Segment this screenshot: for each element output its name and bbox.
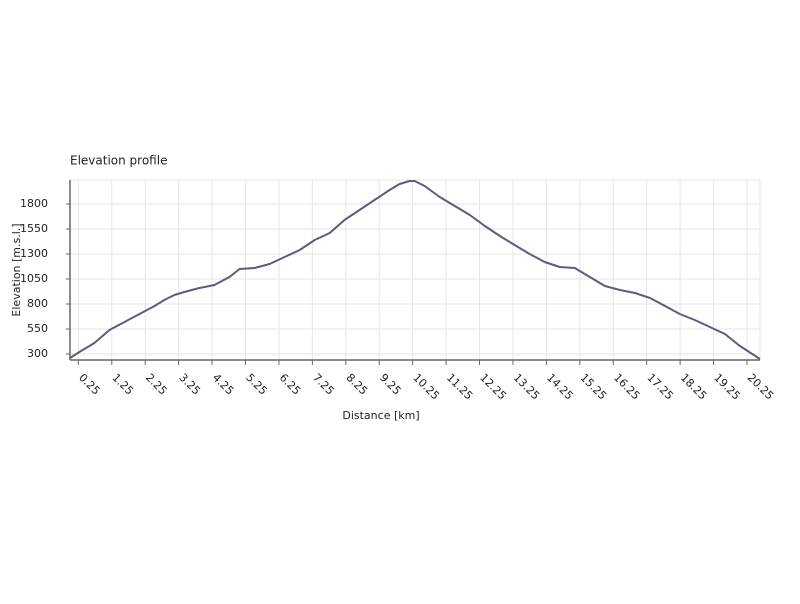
x-tick-label: 9.25 xyxy=(377,371,404,398)
x-tick-label: 1.25 xyxy=(110,371,137,398)
y-axis-label: Elevation [m.s.l.] xyxy=(10,223,23,316)
x-tick-label: 2.25 xyxy=(143,371,170,398)
x-tick-label: 6.25 xyxy=(277,371,304,398)
x-tick-label: 10.25 xyxy=(410,371,441,402)
x-tick-label: 16.25 xyxy=(611,371,642,402)
x-tick-label: 5.25 xyxy=(243,371,270,398)
x-tick-label: 13.25 xyxy=(511,371,542,402)
y-tick-label: 1300 xyxy=(20,247,48,260)
plot-area xyxy=(69,179,761,361)
x-tick-label: 8.25 xyxy=(344,371,371,398)
x-tick-label: 15.25 xyxy=(578,371,609,402)
x-tick-label: 20.25 xyxy=(745,371,776,402)
y-tick-label: 800 xyxy=(27,297,48,310)
y-tick-label: 1550 xyxy=(20,222,48,235)
y-tick-label: 1050 xyxy=(20,272,48,285)
x-tick-label: 14.25 xyxy=(544,371,575,402)
chart-title: Elevation profile xyxy=(70,154,167,168)
x-tick-label: 4.25 xyxy=(210,371,237,398)
y-tick-label: 1800 xyxy=(20,197,48,210)
y-tick-label: 550 xyxy=(27,322,48,335)
x-tick-label: 11.25 xyxy=(444,371,475,402)
x-tick-label: 0.25 xyxy=(76,371,103,398)
x-tick-label: 17.25 xyxy=(644,371,675,402)
x-axis-label: Distance [km] xyxy=(342,409,419,422)
x-tick-label: 19.25 xyxy=(711,371,742,402)
x-tick-label: 18.25 xyxy=(678,371,709,402)
y-tick-label: 300 xyxy=(27,347,48,360)
x-tick-label: 7.25 xyxy=(310,371,337,398)
x-tick-label: 3.25 xyxy=(176,371,203,398)
elevation-line xyxy=(69,180,761,360)
x-tick-label: 12.25 xyxy=(477,371,508,402)
